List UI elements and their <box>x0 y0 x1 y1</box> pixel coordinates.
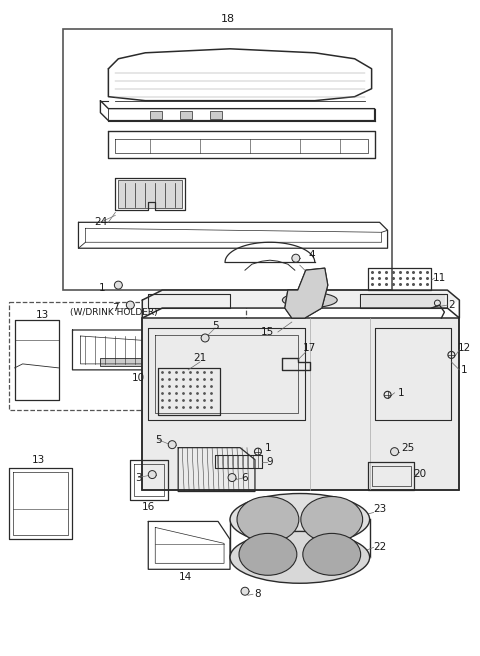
Circle shape <box>241 587 249 595</box>
Text: 8: 8 <box>254 589 261 599</box>
Text: 6: 6 <box>241 472 248 483</box>
Ellipse shape <box>237 497 299 543</box>
Ellipse shape <box>282 293 337 308</box>
Text: 1: 1 <box>398 388 405 398</box>
Ellipse shape <box>303 533 360 575</box>
Text: 10: 10 <box>132 373 145 383</box>
Ellipse shape <box>230 531 370 583</box>
Text: 12: 12 <box>458 343 471 353</box>
Text: 4: 4 <box>309 250 315 260</box>
Ellipse shape <box>301 497 363 543</box>
Text: 1: 1 <box>264 443 271 453</box>
Text: 1: 1 <box>461 365 468 375</box>
Text: 22: 22 <box>373 543 386 552</box>
Bar <box>100 358 160 366</box>
Text: 25: 25 <box>401 443 414 453</box>
Text: 3: 3 <box>135 472 142 483</box>
Text: 1: 1 <box>99 283 106 293</box>
Text: 19: 19 <box>313 273 326 283</box>
Text: (W/DRINK HOLDER): (W/DRINK HOLDER) <box>71 308 158 317</box>
Circle shape <box>114 281 122 289</box>
Circle shape <box>228 474 236 482</box>
Text: 13: 13 <box>32 455 45 464</box>
Text: 13: 13 <box>36 310 49 320</box>
Circle shape <box>292 255 300 262</box>
Bar <box>62 29 392 290</box>
Polygon shape <box>142 290 459 318</box>
Text: 21: 21 <box>193 353 207 363</box>
Text: 11: 11 <box>433 273 446 283</box>
Text: 15: 15 <box>261 327 275 337</box>
Text: 24: 24 <box>94 217 107 228</box>
Ellipse shape <box>178 333 226 363</box>
Ellipse shape <box>238 333 286 363</box>
Ellipse shape <box>251 376 305 414</box>
Ellipse shape <box>230 493 370 545</box>
Polygon shape <box>285 268 328 318</box>
Text: 5: 5 <box>155 435 162 445</box>
Text: 7: 7 <box>112 303 119 313</box>
Polygon shape <box>142 318 459 489</box>
Bar <box>180 111 192 119</box>
Ellipse shape <box>239 533 297 575</box>
Circle shape <box>126 301 134 309</box>
Text: 20: 20 <box>413 468 426 479</box>
Text: 18: 18 <box>221 14 235 24</box>
Text: 23: 23 <box>373 504 386 514</box>
Bar <box>210 111 222 119</box>
Circle shape <box>391 447 398 456</box>
Text: 17: 17 <box>303 343 316 353</box>
Circle shape <box>201 334 209 342</box>
Ellipse shape <box>180 376 236 414</box>
Circle shape <box>168 441 176 449</box>
Bar <box>150 111 162 119</box>
Bar <box>119 180 182 209</box>
Bar <box>9 302 246 410</box>
Text: 16: 16 <box>142 502 155 512</box>
Bar <box>361 295 445 307</box>
Text: 2: 2 <box>448 300 455 310</box>
Text: 14: 14 <box>179 572 192 583</box>
Text: 5: 5 <box>212 321 218 331</box>
Circle shape <box>148 470 156 479</box>
Text: 9: 9 <box>266 457 273 466</box>
